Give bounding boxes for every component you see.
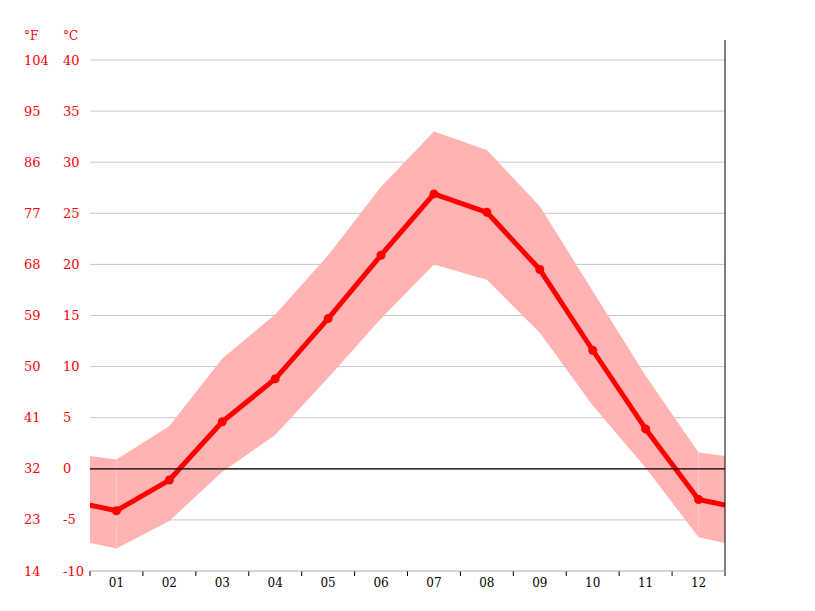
marker — [694, 495, 703, 504]
x-tick-label: 11 — [638, 576, 653, 590]
y2-tick-label: 95 — [24, 104, 41, 119]
y-tick-label: 0 — [63, 461, 71, 476]
y-axis-label: °C — [63, 29, 78, 43]
y-tick-label: -5 — [63, 512, 76, 527]
right-axis-line — [725, 40, 726, 571]
x-tick — [354, 571, 355, 576]
x-tick — [725, 571, 726, 576]
range-band-edge — [90, 456, 116, 549]
x-tick-label: 02 — [162, 576, 177, 590]
x-tick — [513, 571, 514, 576]
y2-tick-label: 50 — [24, 359, 41, 374]
y2-tick-label: 59 — [24, 308, 41, 323]
marker — [165, 476, 174, 485]
x-tick-label: 03 — [215, 576, 230, 590]
grid-line — [90, 315, 725, 316]
y2-tick-label: 86 — [24, 155, 41, 170]
y2-tick-label: 23 — [24, 512, 41, 527]
x-tick — [301, 571, 302, 576]
y2-tick-label: 68 — [24, 257, 41, 272]
x-tick — [566, 571, 567, 576]
grid-line — [90, 571, 725, 572]
y2-tick-label: 32 — [24, 461, 41, 476]
y-tick-label: 20 — [63, 257, 80, 272]
chart: -10-505101520253035401423324150596877869… — [0, 0, 815, 611]
x-tick — [460, 571, 461, 576]
x-tick — [619, 571, 620, 576]
x-tick-label: 07 — [426, 576, 441, 590]
marker — [641, 424, 650, 433]
x-tick — [195, 571, 196, 576]
marker — [429, 189, 438, 198]
y-tick-label: 15 — [63, 308, 80, 323]
grid-line — [90, 468, 725, 469]
marker — [482, 208, 491, 217]
range-band — [116, 132, 698, 549]
x-tick — [90, 571, 91, 576]
y2-tick-label: 104 — [24, 53, 49, 68]
y2-tick-label: 41 — [24, 410, 41, 425]
marker — [588, 346, 597, 355]
x-tick-label: 12 — [691, 576, 706, 590]
x-tick-label: 09 — [532, 576, 547, 590]
marker — [271, 374, 280, 383]
x-tick-label: 08 — [479, 576, 494, 590]
y-tick-label: 25 — [63, 206, 80, 221]
y-tick-label: 10 — [63, 359, 80, 374]
y-tick-label: 5 — [63, 410, 71, 425]
grid-line — [90, 60, 725, 61]
y2-axis-label: °F — [24, 29, 38, 43]
x-tick-label: 06 — [373, 576, 388, 590]
line — [116, 194, 698, 511]
x-tick — [248, 571, 249, 576]
marker — [535, 265, 544, 274]
x-tick — [672, 571, 673, 576]
y-tick-label: -10 — [63, 564, 84, 579]
grid-line — [90, 519, 725, 520]
bottom-axis-line — [90, 571, 725, 572]
y2-tick-label: 77 — [24, 206, 41, 221]
zero-line — [90, 468, 725, 469]
marker — [377, 251, 386, 260]
grid-line — [90, 111, 725, 112]
y-tick-label: 30 — [63, 155, 80, 170]
y2-tick-label: 14 — [24, 564, 41, 579]
x-tick-label: 05 — [320, 576, 335, 590]
x-tick-label: 04 — [268, 576, 284, 590]
marker — [324, 314, 333, 323]
x-tick-label: 10 — [585, 576, 600, 590]
x-tick — [407, 571, 408, 576]
y-tick-label: 35 — [63, 104, 80, 119]
x-tick-label: 01 — [109, 576, 124, 590]
marker — [112, 506, 121, 515]
marker — [218, 417, 227, 426]
x-tick — [142, 571, 143, 576]
plot-area — [90, 132, 725, 549]
y-tick-label: 40 — [63, 53, 80, 68]
